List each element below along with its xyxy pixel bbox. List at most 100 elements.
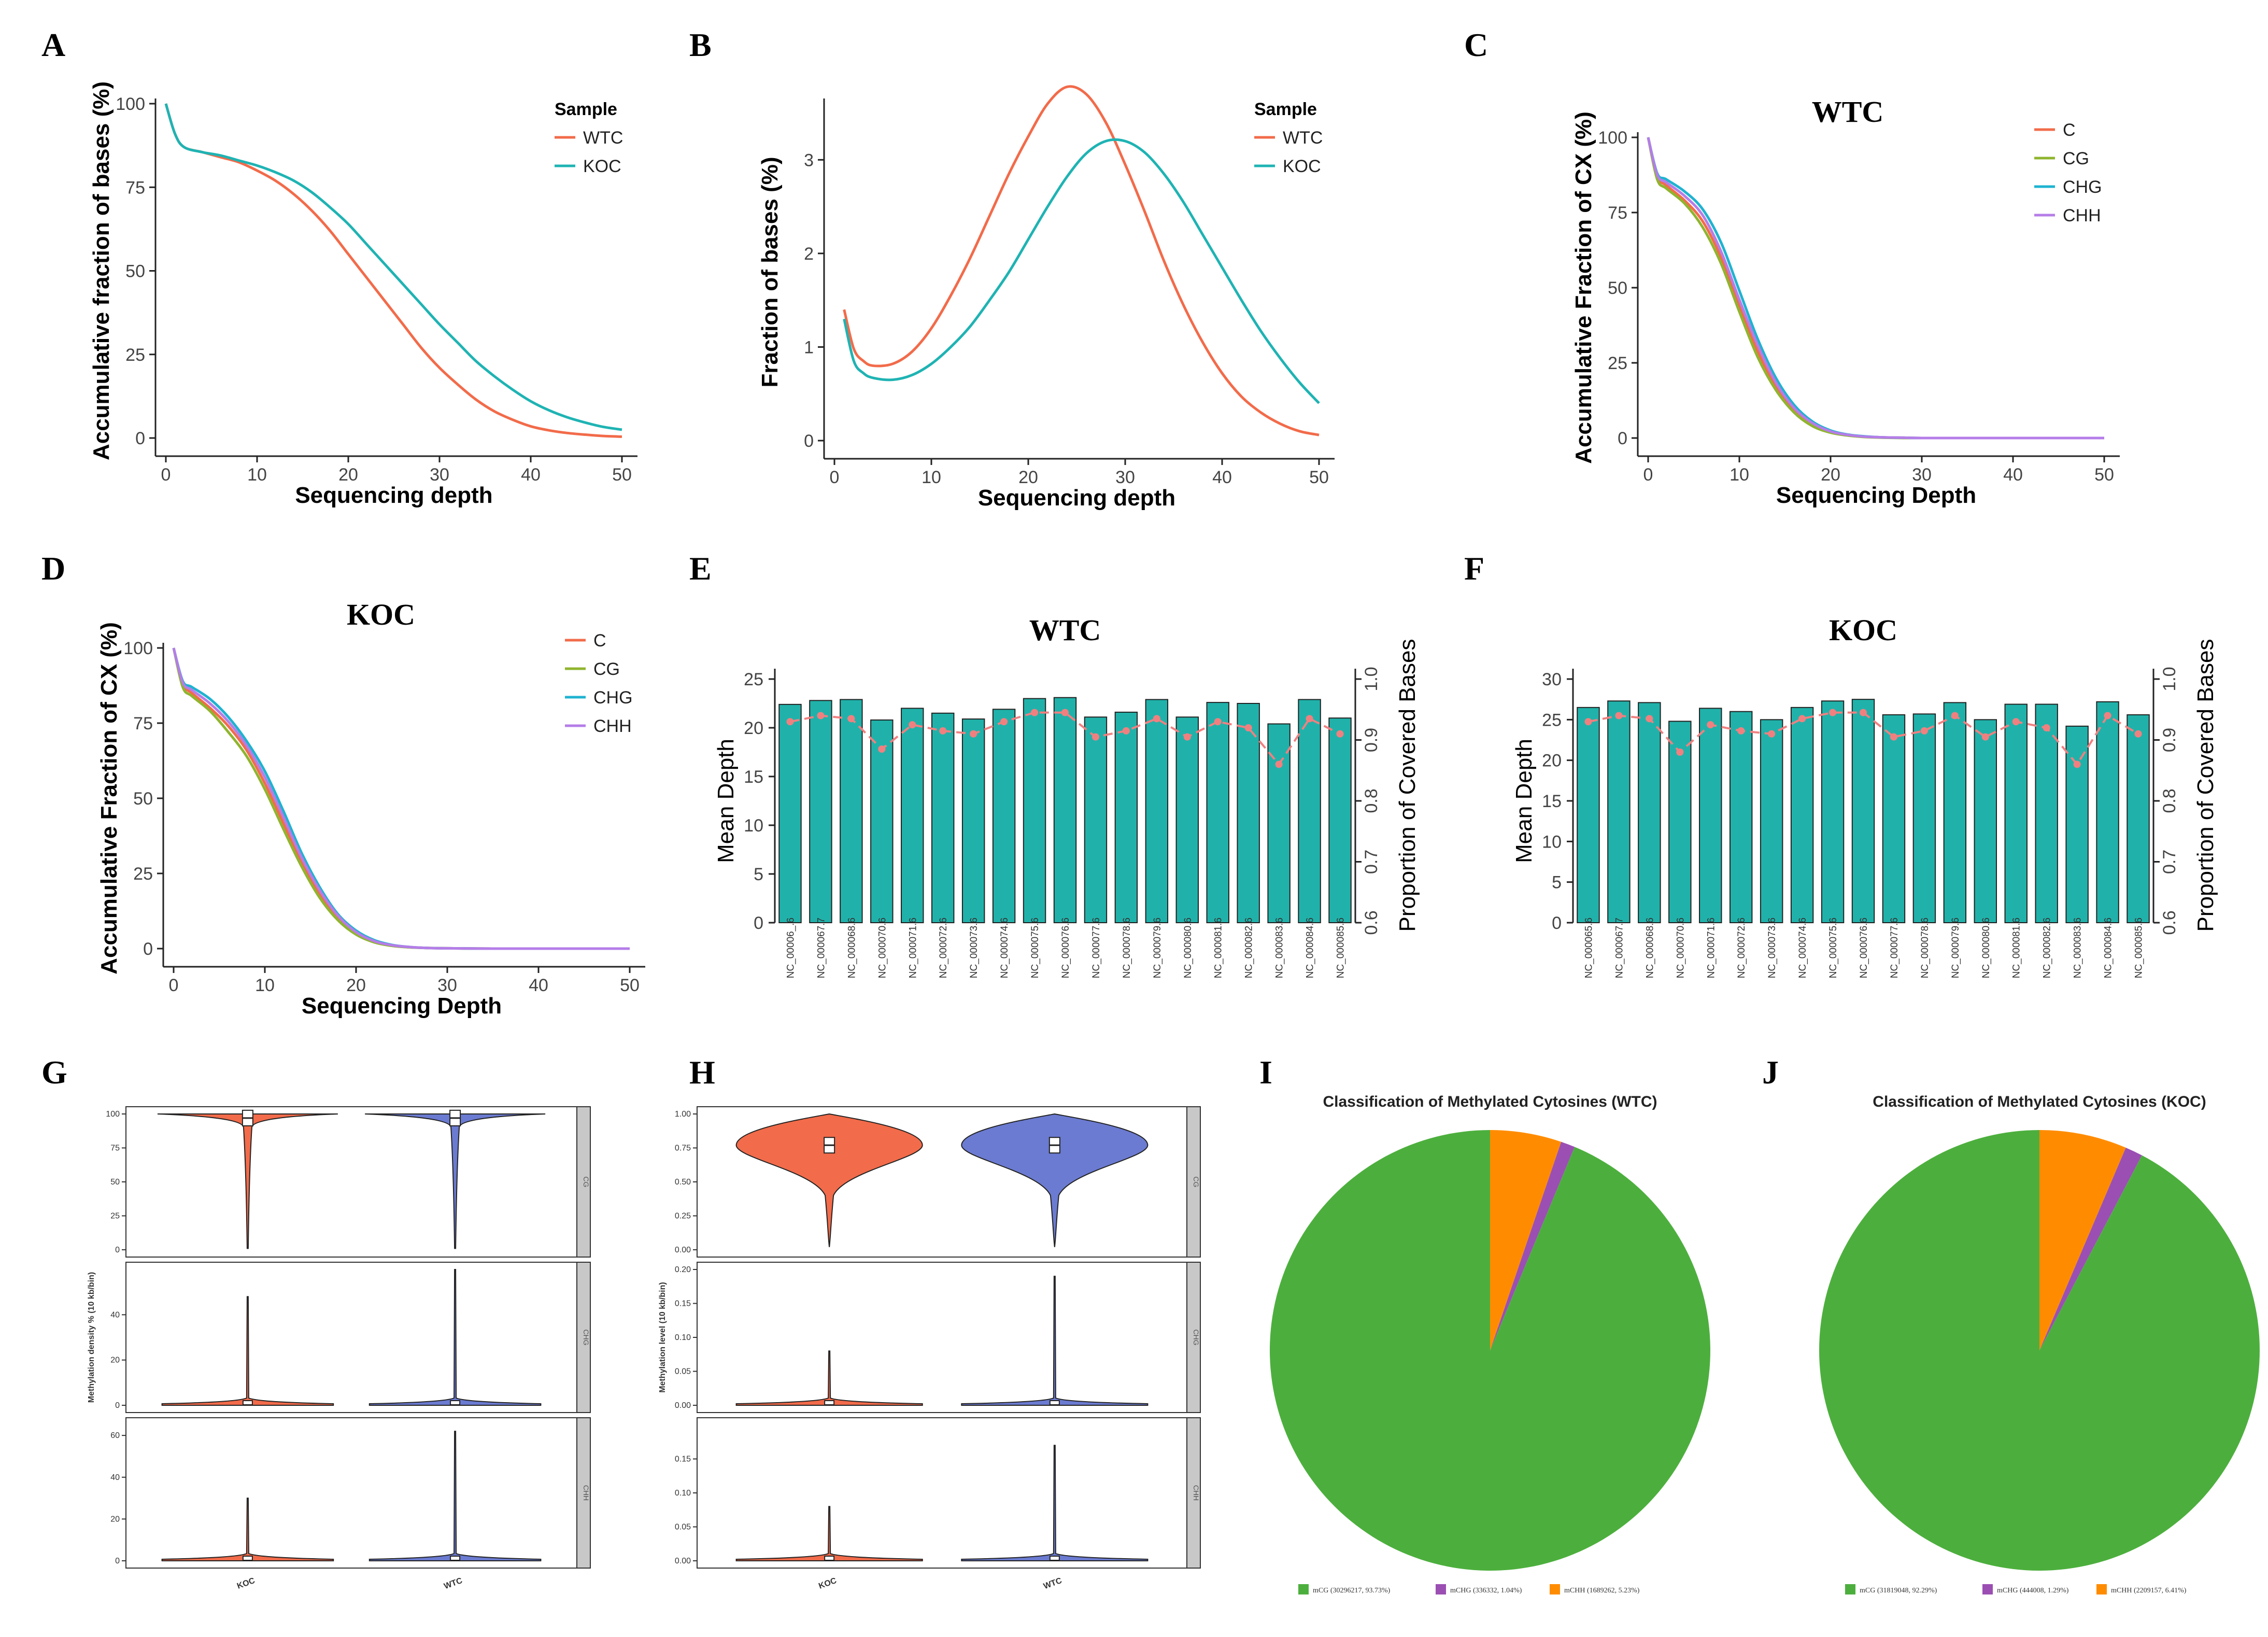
- y-tick-label: 0: [115, 1401, 120, 1410]
- x-category-label: NC_000073.6: [1767, 918, 1778, 978]
- y-tick-label: 15: [744, 767, 763, 787]
- facet-cg: CG 0.00 0.25 0.50 0.75 1.00: [675, 1106, 1201, 1258]
- y-tick-label: 100: [116, 94, 145, 114]
- x-category-label: NC_000079.6: [1152, 918, 1163, 978]
- y-tick-label: 0.15: [675, 1300, 691, 1308]
- legend-title: Sample: [555, 100, 617, 119]
- x-category-label: NC_000082.6: [2042, 918, 2053, 978]
- facet-panel: [697, 1417, 1187, 1569]
- bar: [1114, 711, 1138, 924]
- y-tick-label: 0.25: [675, 1212, 691, 1221]
- proportion-point: [2073, 760, 2081, 768]
- y-tick-label: 0: [804, 431, 814, 451]
- legend-item: WTC: [1283, 128, 1323, 148]
- x-axis-label: Sequencing depth: [295, 483, 492, 508]
- x-tick-label: 10: [247, 465, 267, 485]
- x-tick-label: 0: [161, 465, 171, 485]
- y-tick-label: 25: [1542, 710, 1562, 730]
- proportion-point: [1214, 718, 1222, 726]
- y-tick-label: 25: [110, 1212, 120, 1221]
- legend-item: mCHH (2209157, 6.41%): [2111, 1587, 2187, 1594]
- bar: [1175, 716, 1199, 923]
- x-category-label: NC_000080.6: [1981, 918, 1992, 978]
- panel-label-g: G: [41, 1054, 67, 1091]
- y-axis-label: Accumulative Fraction of CX (%): [96, 622, 122, 975]
- pie-slice: [2039, 1148, 2142, 1350]
- series-line-chg: [172, 647, 630, 950]
- proportion-point: [1768, 730, 1776, 738]
- y-tick-label: 0: [143, 939, 153, 959]
- violin-wtc: [961, 1445, 1149, 1561]
- violin-koc: [735, 1506, 923, 1561]
- x-tick-label: 20: [1018, 468, 1038, 487]
- violin-wtc: [368, 1431, 542, 1561]
- x-category-label: NC_000076.6: [1859, 918, 1869, 978]
- x-category-label: NC_000074.6: [999, 918, 1010, 978]
- x-category-label: NC_000083.6: [2073, 918, 2083, 978]
- series-line-chh: [172, 647, 630, 950]
- x-tick-label: 0: [169, 976, 179, 995]
- proportion-point: [1000, 718, 1008, 726]
- y-tick-label: 0.20: [675, 1265, 691, 1274]
- facet-strip-label: CG: [1192, 1177, 1200, 1188]
- x-category-label: NC_000077.6: [1889, 918, 1900, 978]
- y-tick-label: 20: [110, 1356, 120, 1365]
- facet-strip: [576, 1106, 591, 1258]
- y-tick-label: 1: [804, 337, 814, 357]
- y-tick-label: 0.75: [675, 1144, 691, 1153]
- proportion-point: [1860, 709, 1867, 716]
- boxplot-koc: [824, 1556, 835, 1561]
- bar: [1206, 702, 1229, 923]
- y-tick-label: 60: [110, 1431, 120, 1440]
- x-tick-label: 0: [830, 468, 840, 487]
- bar: [1882, 714, 1906, 924]
- legend-swatch: [2096, 1584, 2107, 1594]
- y-axis-label: Accumulative fraction of bases (%): [89, 81, 114, 460]
- proportion-point: [1153, 715, 1160, 723]
- legend-item: CHG: [593, 688, 633, 708]
- panel-label-j: J: [1762, 1054, 1779, 1091]
- proportion-point: [1981, 733, 1989, 741]
- y-tick-label: 0.00: [675, 1401, 691, 1410]
- boxplot-wtc: [1049, 1556, 1060, 1561]
- violin-wtc: [961, 1276, 1149, 1406]
- x-category-label: KOC: [236, 1576, 257, 1591]
- y-axis-label: Accumulative Fraction of CX (%): [1571, 111, 1596, 464]
- facet-strip: [1186, 1262, 1201, 1413]
- legend-item: KOC: [1283, 157, 1321, 176]
- x-tick-label: 20: [346, 976, 366, 995]
- legend-item: WTC: [583, 128, 623, 148]
- series-line-chg: [1647, 137, 2104, 440]
- y2-tick-label: 0.7: [2160, 850, 2179, 874]
- y2-tick-label: 0.8: [2160, 788, 2179, 813]
- facet-panel: [125, 1417, 577, 1569]
- facet-chh: CHH 0.00 0.05 0.10 0.15: [675, 1417, 1201, 1569]
- x-category-label: NC_000083.6: [1274, 918, 1285, 978]
- panel-label-d: D: [41, 550, 65, 587]
- panel-label-h: H: [689, 1054, 715, 1091]
- proportion-point: [1092, 733, 1099, 741]
- proportion-point: [1183, 733, 1191, 741]
- bar: [1699, 708, 1722, 924]
- panel-label-i: I: [1259, 1054, 1272, 1091]
- y-tick-label: 15: [1542, 792, 1562, 811]
- x-category-label: NC_00006_.6: [785, 918, 796, 978]
- violin-koc: [161, 1296, 334, 1406]
- y-tick-label: 50: [125, 262, 145, 281]
- x-tick-label: 50: [1309, 468, 1329, 487]
- chart-title: Classification of Methylated Cytosines (…: [1873, 1093, 2206, 1110]
- proportion-point: [2043, 724, 2050, 731]
- bar-chart-e: 0 5 10 15 20 25 0.6 0.7 0.8 0.9 1.0 WTC Mean Depth Pr…: [713, 613, 1420, 978]
- series-line-chh: [1647, 137, 2104, 440]
- panel-labels: A B C D E F G H I J: [41, 26, 1779, 1091]
- facet-strip: [1186, 1417, 1201, 1569]
- facet-strip: [576, 1262, 591, 1413]
- facet-chg: CHG 0 20 40: [110, 1262, 591, 1413]
- y-axis-label: Mean Depth: [713, 739, 739, 863]
- line-chart-d: 0 10 20 30 40 50 0 25 50 75 100 Sequencing Depth Acc…: [96, 598, 645, 1019]
- x-category-label: NC_000085.6: [1336, 918, 1346, 978]
- facet-strip: [1186, 1106, 1201, 1258]
- x-category-label: KOC: [817, 1576, 838, 1591]
- panel-label-e: E: [689, 550, 712, 587]
- x-category-label: NC_000076.6: [1060, 918, 1071, 978]
